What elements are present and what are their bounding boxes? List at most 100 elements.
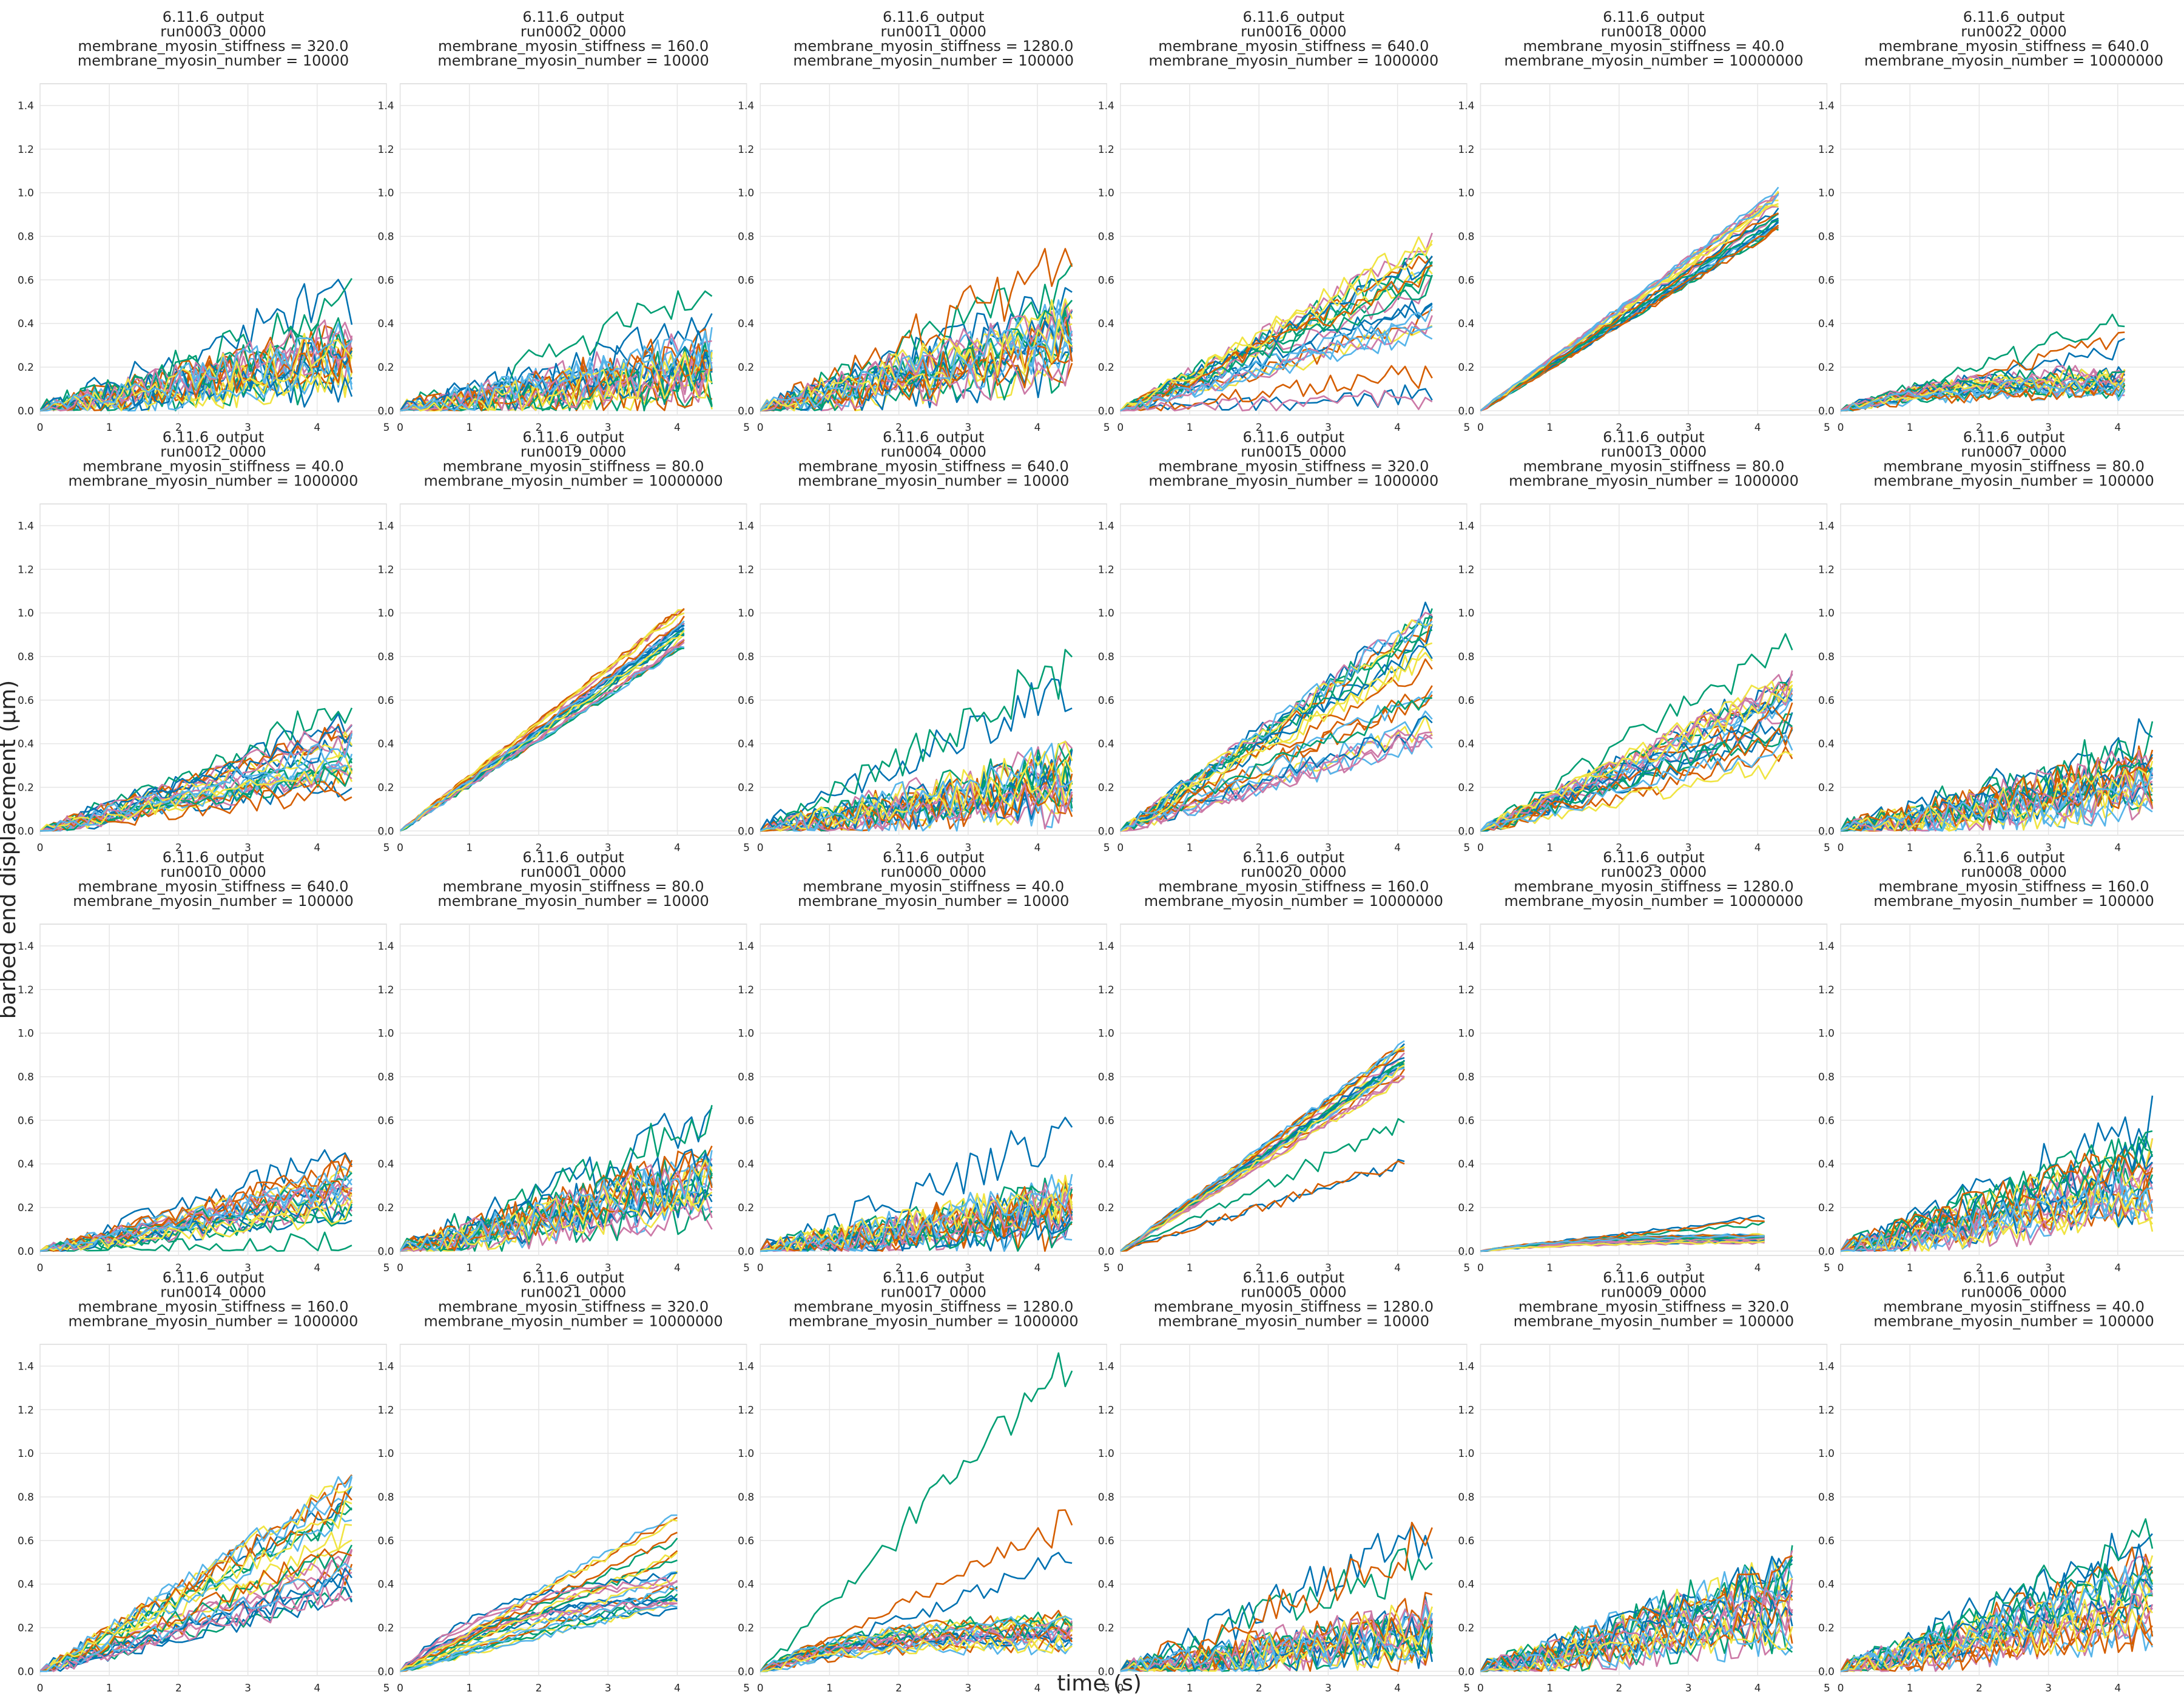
subplot: 0.0 0.2 0.4 0.6 0.8 1.0 1.2 1.4 0 1 2 3 4 5 6.11.6_out… <box>738 1269 1110 1695</box>
series-line <box>1841 768 2154 832</box>
subplot: 0.0 0.2 0.4 0.6 0.8 1.0 1.2 1.4 0 1 2 3 4 5 6.11.6_out… <box>18 1269 389 1695</box>
y-tick-label: 1.2 <box>1098 144 1114 156</box>
x-tick-label: 5 <box>1824 1683 1830 1695</box>
x-tick-label: 1 <box>1187 842 1193 854</box>
x-tick-label: 2 <box>536 422 542 434</box>
series-line <box>760 1174 1073 1252</box>
subplot-title-line: membrane_myosin_number = 10000000 <box>1504 52 1803 69</box>
x-tick-label: 3 <box>1685 1262 1692 1274</box>
y-tick-label: 1.4 <box>1098 941 1114 953</box>
x-tick-label: 5 <box>383 1683 390 1695</box>
series-group <box>400 1104 713 1252</box>
series-group <box>760 649 1073 832</box>
y-tick-label: 1.4 <box>1458 1360 1474 1373</box>
series-line <box>40 1562 352 1672</box>
subplot-title-line: run0006_0000 <box>1961 1284 2066 1301</box>
subplot-title-line: 6.11.6_output <box>163 849 265 866</box>
subplot-title-line: membrane_myosin_stiffness = 160.0 <box>438 38 709 55</box>
series-line <box>1841 1563 2154 1672</box>
x-tick-label: 2 <box>1976 422 1983 434</box>
subplot-title-line: 6.11.6_output <box>522 849 624 866</box>
y-tick-label: 1.2 <box>1818 1404 1835 1416</box>
y-tick-label: 1.4 <box>1818 1360 1835 1373</box>
y-tick-label: 0.4 <box>18 1579 34 1591</box>
x-tick-label: 1 <box>1907 842 1913 854</box>
y-tick-label: 0.0 <box>378 1666 394 1678</box>
subplot: 0.0 0.2 0.4 0.6 0.8 1.0 1.2 1.4 0 1 2 3 4 5 6.11.6_out… <box>1458 1269 1830 1695</box>
subplot: 0.0 0.2 0.4 0.6 0.8 1.0 1.2 1.4 0 1 2 3 4 5 6.11.6_out… <box>1098 1269 1470 1695</box>
x-tick-label: 3 <box>244 1262 251 1274</box>
y-tick-label: 0.8 <box>18 1491 34 1504</box>
subplot-title-line: membrane_myosin_stiffness = 40.0 <box>1883 1299 2145 1316</box>
x-tick-label: 0 <box>757 1262 764 1274</box>
series-line <box>760 300 1073 412</box>
x-tick-label: 0 <box>1477 1262 1484 1274</box>
y-tick-label: 0.6 <box>738 1535 754 1547</box>
series-line <box>1120 642 1433 832</box>
y-tick-label: 0.0 <box>1818 1666 1835 1678</box>
y-tick-label: 1.0 <box>1818 1448 1835 1460</box>
plot-area <box>1120 503 1468 836</box>
y-tick-label: 0.6 <box>1818 1115 1835 1127</box>
series-line <box>400 1584 678 1672</box>
series-line <box>400 1576 678 1672</box>
subplot-title-line: membrane_myosin_stiffness = 640.0 <box>1158 38 1429 55</box>
plot-area <box>39 924 387 1256</box>
y-tick-label: 1.2 <box>1098 984 1114 996</box>
series-line <box>40 317 352 411</box>
series-line <box>1480 1609 1793 1672</box>
series-line <box>40 734 353 832</box>
series-group <box>1841 313 2126 412</box>
x-tick-label: 2 <box>1256 842 1262 854</box>
series-line <box>1120 1616 1433 1672</box>
y-tick-label: 0.4 <box>1098 1158 1114 1170</box>
x-tick-label: 1 <box>826 842 833 854</box>
series-line <box>400 1104 713 1252</box>
series-line <box>400 1150 713 1252</box>
series-line <box>40 1149 353 1252</box>
subplot: 0.0 0.2 0.4 0.6 0.8 1.0 1.2 1.4 0 1 2 3 4 5 6.11.6_out… <box>1098 849 1470 1274</box>
x-tick-label: 3 <box>2045 422 2052 434</box>
x-tick-label: 2 <box>895 1262 902 1274</box>
y-tick-label: 0.4 <box>1818 1158 1835 1170</box>
y-tick-label: 0.6 <box>378 274 394 286</box>
x-tick-label: 3 <box>605 1683 612 1695</box>
y-tick-label: 0.0 <box>1458 825 1474 837</box>
y-tick-label: 1.4 <box>1458 100 1474 112</box>
subplot-title-line: 6.11.6_output <box>1243 8 1345 25</box>
series-line <box>760 775 1073 832</box>
subplot-title-line: membrane_myosin_number = 1000000 <box>1148 473 1438 490</box>
series-line <box>1841 1186 2153 1252</box>
y-tick-label: 0.8 <box>18 1071 34 1083</box>
x-tick-label: 3 <box>2045 1683 2052 1695</box>
series-group <box>760 1116 1073 1252</box>
subplot-title-line: run0000_0000 <box>880 863 986 880</box>
series-line <box>40 1175 352 1252</box>
series-group <box>400 290 713 412</box>
series-line <box>1120 1064 1405 1252</box>
y-tick-label: 1.2 <box>378 984 394 996</box>
y-tick-label: 1.0 <box>18 187 34 200</box>
series-line <box>40 1500 352 1672</box>
x-tick-label: 1 <box>1546 1262 1553 1274</box>
x-tick-label: 2 <box>175 422 182 434</box>
y-tick-label: 1.0 <box>1458 607 1474 620</box>
x-tick-label: 0 <box>397 842 403 854</box>
y-tick-label: 0.4 <box>1098 1579 1114 1591</box>
series-line <box>1120 694 1433 832</box>
y-tick-label: 0.8 <box>1818 651 1835 663</box>
subplot: 0.0 0.2 0.4 0.6 0.8 1.0 1.2 1.4 0 1 2 3 4 5 6.11.6_out… <box>378 8 750 434</box>
x-tick-label: 5 <box>743 1683 750 1695</box>
series-line <box>1120 601 1433 832</box>
series-line <box>760 1615 1073 1672</box>
y-tick-label: 0.0 <box>378 405 394 417</box>
subplot: 0.0 0.2 0.4 0.6 0.8 1.0 1.2 1.4 0 1 2 3 4 5 6.11.6_out… <box>378 429 750 854</box>
y-tick-label: 0.2 <box>1818 362 1835 374</box>
series-group <box>1480 1545 1793 1672</box>
x-tick-label: 1 <box>1187 1683 1193 1695</box>
y-tick-label: 1.0 <box>18 1028 34 1040</box>
y-tick-label: 0.2 <box>18 362 34 374</box>
plot-area <box>1480 503 1828 836</box>
subplot-title-line: run0022_0000 <box>1961 23 2066 40</box>
series-line <box>400 1149 713 1252</box>
